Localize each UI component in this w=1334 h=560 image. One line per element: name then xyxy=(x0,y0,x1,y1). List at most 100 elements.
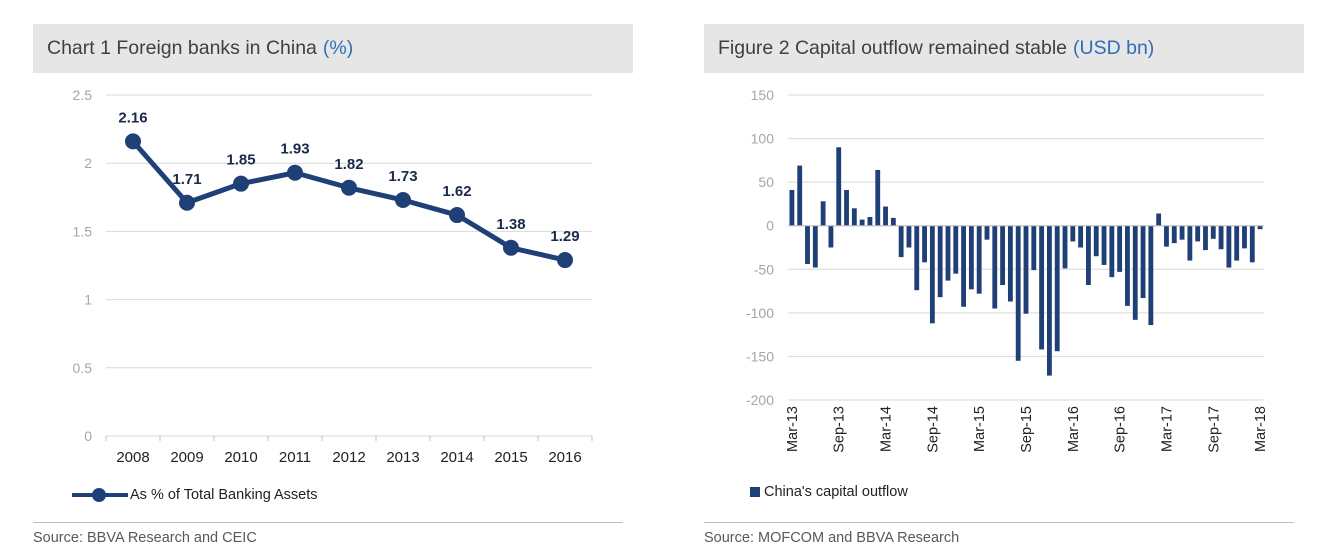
chart2-bar xyxy=(867,217,873,226)
chart2-bar xyxy=(836,147,842,226)
chart2-bar xyxy=(1164,225,1169,247)
chart2-bar xyxy=(1210,225,1216,239)
chart2-x-tick-label: Mar-17 xyxy=(1159,406,1175,452)
chart1-legend-marker xyxy=(72,484,128,506)
chart2-bar xyxy=(1218,225,1224,250)
chart2-bar xyxy=(820,201,826,226)
chart2-bar xyxy=(1132,225,1138,320)
chart2-y-tick-label: 100 xyxy=(751,131,775,147)
chart1-x-tick-label: 2008 xyxy=(116,449,149,466)
chart1-data-label: 1.62 xyxy=(442,183,471,200)
chart1-y-tick-label: 0 xyxy=(84,428,92,444)
chart1-data-label: 1.85 xyxy=(226,152,255,169)
chart2-bar xyxy=(1070,225,1076,242)
chart1-data-point xyxy=(287,164,303,181)
chart1-y-tick-label: 2 xyxy=(84,155,92,171)
chart2-x-tick-label: Sep-13 xyxy=(832,406,848,453)
chart2-x-tick-label: Sep-16 xyxy=(1113,406,1129,453)
chart2-bar xyxy=(812,225,818,268)
chart1-title-bar: Chart 1 Foreign banks in China (%) xyxy=(33,24,633,73)
chart1-panel: Chart 1 Foreign banks in China (%) 0 0.5 1… xyxy=(33,24,633,546)
chart1-data-label: 1.71 xyxy=(172,171,201,188)
chart2-panel: Figure 2 Capital outflow remained stable… xyxy=(667,0,1334,560)
chart2-y-tick-label: 150 xyxy=(751,87,775,103)
chart2-bar xyxy=(1195,225,1201,242)
chart2-x-tick-label: Mar-14 xyxy=(879,406,895,452)
chart2-bar xyxy=(1187,225,1193,261)
chart2-bar xyxy=(859,219,865,226)
chart2-bar xyxy=(953,225,959,274)
chart2-source-divider xyxy=(704,522,1294,523)
chart1-legend-label: As % of Total Banking Assets xyxy=(130,487,318,503)
chart2-bar xyxy=(1203,225,1208,251)
chart2-bar xyxy=(1054,225,1060,352)
chart2-bar xyxy=(828,225,834,248)
chart1-x-tick-label: 2011 xyxy=(279,449,311,466)
chart2-bar xyxy=(883,206,888,226)
chart1-x-tick-label: 2012 xyxy=(332,449,365,466)
chart2-bar xyxy=(945,225,951,281)
chart1-data-point xyxy=(233,175,249,192)
chart1-x-tick-label: 2015 xyxy=(494,449,527,466)
chart2-unit: (USD bn) xyxy=(1073,37,1155,59)
chart1-title: Chart 1 Foreign banks in China xyxy=(47,37,317,59)
chart2-bar xyxy=(1007,225,1013,302)
chart2-bar xyxy=(992,225,998,309)
chart2-bar xyxy=(937,225,943,298)
chart1-y-tick-label: 1 xyxy=(84,292,92,308)
chart2-bar xyxy=(805,225,810,265)
chart1-data-point xyxy=(449,207,465,224)
chart1-data-label: 1.38 xyxy=(496,216,525,233)
chart2-y-tick-label: -100 xyxy=(746,305,774,321)
chart2-bar xyxy=(1234,225,1240,261)
chart2-bar xyxy=(1086,225,1091,285)
chart1-x-tick-label: 2009 xyxy=(170,449,203,466)
chart2-bar xyxy=(851,208,857,226)
chart2-bar xyxy=(1023,225,1029,314)
chart2-bar xyxy=(1257,225,1263,230)
chart2-bar xyxy=(890,217,896,226)
chart1-data-label: 2.16 xyxy=(118,109,147,126)
chart2-bar xyxy=(1242,225,1247,249)
chart2-x-tick-label: Mar-18 xyxy=(1253,406,1269,452)
chart2-y-tick-label: -150 xyxy=(746,348,774,364)
chart2-bar xyxy=(976,225,982,294)
chart2-bar xyxy=(1015,225,1021,361)
chart1-data-point xyxy=(125,133,141,150)
chart2-bar xyxy=(961,225,966,307)
chart2-x-tick-label: Sep-14 xyxy=(925,406,941,453)
chart2-bar xyxy=(1226,225,1232,268)
chart2-bar xyxy=(984,225,990,240)
chart2-bar xyxy=(1000,225,1006,285)
chart1-y-tick-label: 1.5 xyxy=(73,223,93,239)
chart2-bar xyxy=(968,225,974,290)
chart1-data-point xyxy=(503,239,519,256)
chart2-bar xyxy=(1179,225,1185,240)
chart2-bar xyxy=(1125,225,1130,306)
chart2-x-tick-label: Mar-13 xyxy=(785,406,801,452)
chart1-data-point xyxy=(395,192,411,209)
chart2-title-bar: Figure 2 Capital outflow remained stable… xyxy=(704,24,1304,73)
chart1-data-label: 1.29 xyxy=(550,228,579,245)
chart2-source: Source: MOFCOM and BBVA Research xyxy=(704,530,960,546)
chart2-legend-label: China's capital outflow xyxy=(764,484,908,500)
chart2-bar xyxy=(1109,225,1115,278)
chart2-bar xyxy=(875,169,881,226)
chart1-data-label: 1.73 xyxy=(388,168,417,185)
chart2-legend: China's capital outflow xyxy=(750,484,908,500)
chart2-bar xyxy=(1101,225,1107,265)
chart1-legend: As % of Total Banking Assets xyxy=(72,484,318,506)
chart2-x-tick-label: Mar-16 xyxy=(1066,406,1082,452)
chart1-x-tick-label: 2013 xyxy=(386,449,419,466)
chart1-y-tick-label: 2.5 xyxy=(73,87,93,103)
chart2-bar xyxy=(1148,225,1154,326)
chart2-bar xyxy=(929,225,935,324)
chart1-x-tick-label: 2010 xyxy=(224,449,257,466)
chart2-legend-marker xyxy=(750,487,760,497)
chart2-bar xyxy=(922,225,927,263)
chart2-x-tick-label: Mar-15 xyxy=(972,406,988,452)
chart2-bar xyxy=(1046,225,1052,376)
chart1-x-tick-label: 2014 xyxy=(440,449,473,466)
chart2-y-tick-label: 50 xyxy=(758,174,774,190)
chart2-bar xyxy=(1117,225,1123,272)
